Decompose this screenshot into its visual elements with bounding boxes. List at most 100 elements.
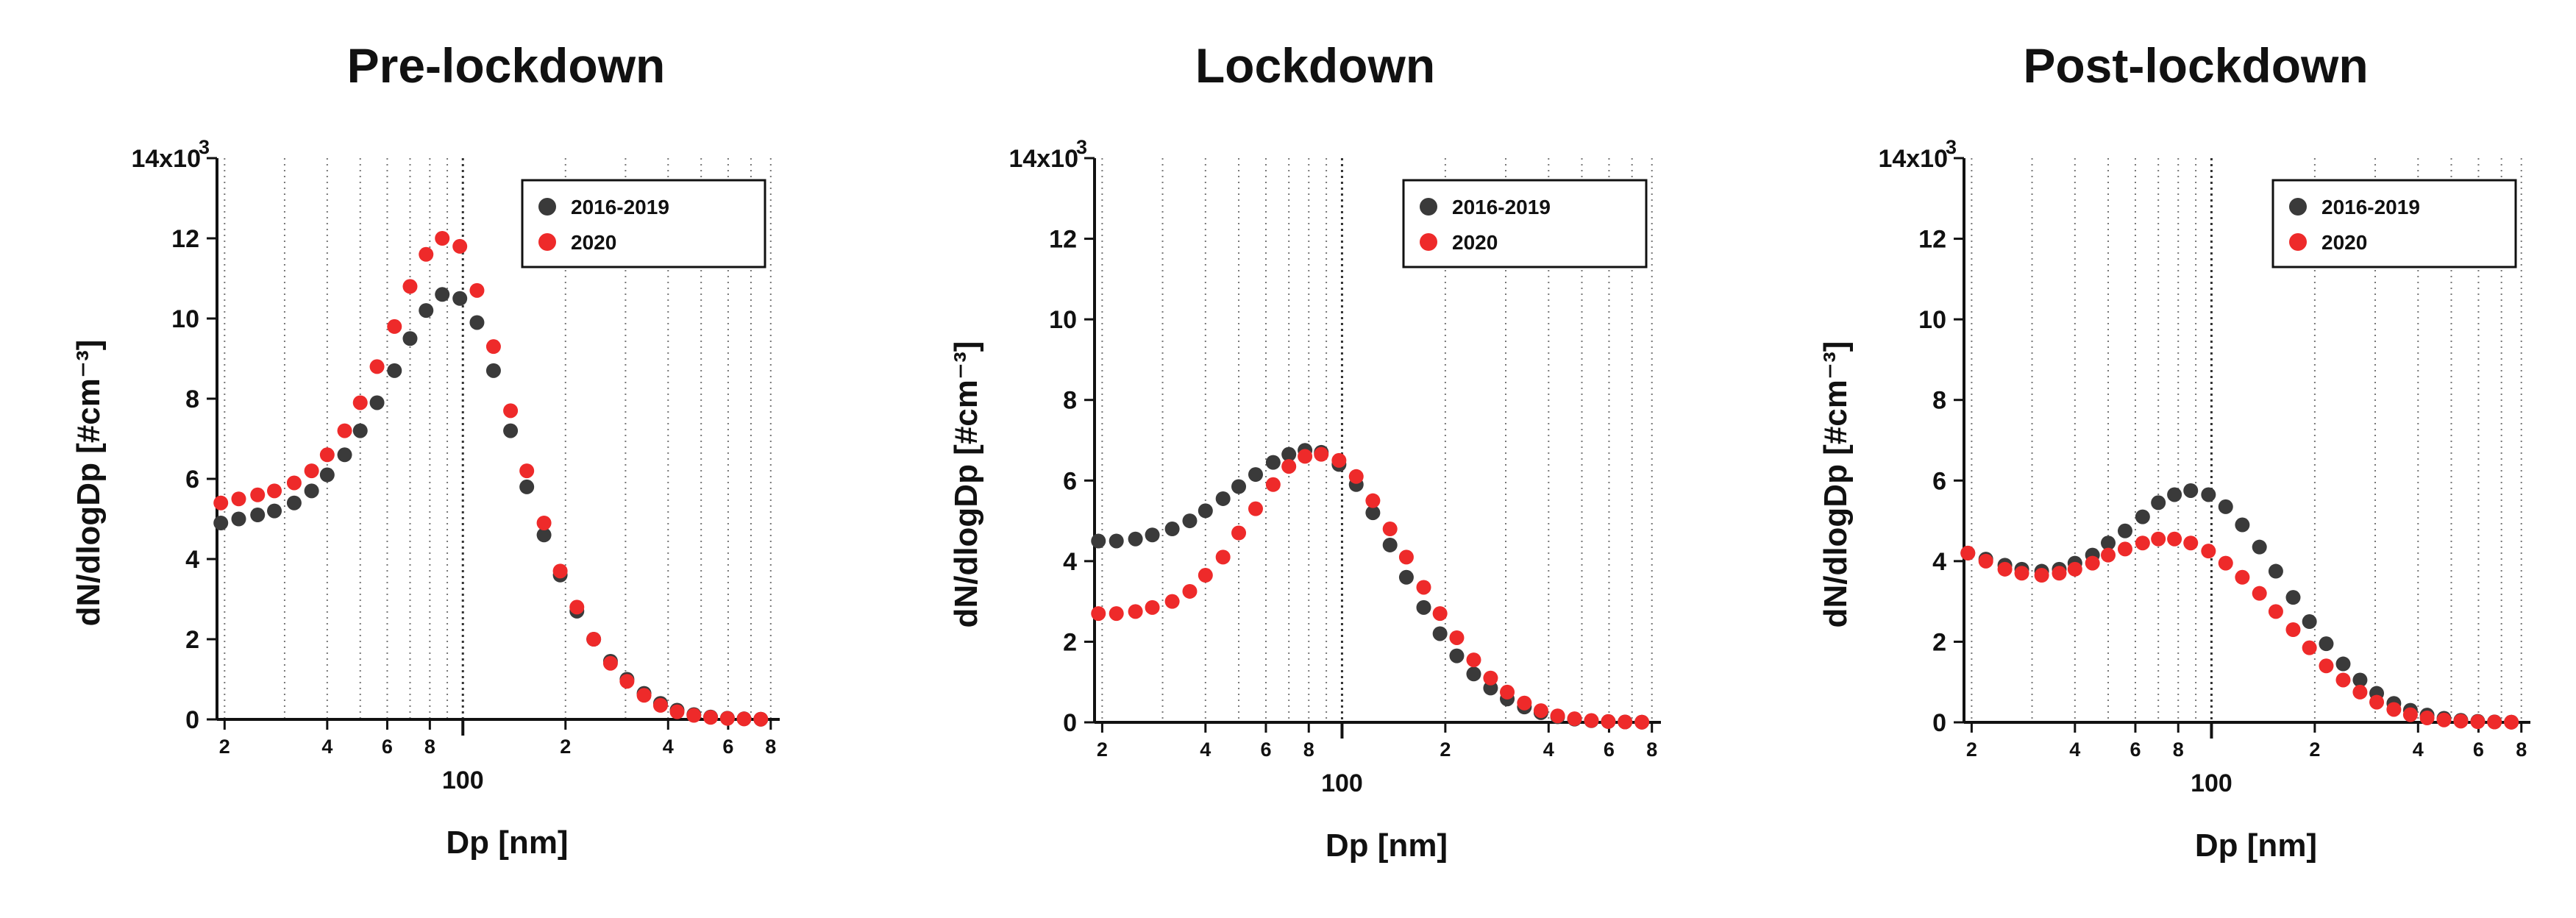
data-point [1365,505,1381,521]
data-point [652,697,668,713]
data-point [1432,626,1448,641]
data-point [2487,714,2502,730]
panel-title: Post-lockdown [2023,38,2368,93]
data-point [1198,503,1213,519]
legend-box [2271,179,2517,268]
data-point [250,487,266,502]
x-tick-label: 8 [1303,739,1314,761]
data-point [1466,652,1481,668]
data-point [1109,606,1124,622]
data-point [231,511,246,527]
y-tick-label: 14x10 [131,145,201,173]
x-major-tick-label: 100 [2191,769,2232,797]
data-point [1348,469,1364,484]
data-point [2285,622,2301,637]
y-tick-label: 0 [185,706,199,734]
x-tick-label: 2 [1097,739,1108,761]
data-point [1398,569,1414,585]
x-tick-label: 6 [2473,739,2484,761]
x-tick-label: 6 [2130,739,2141,761]
data-point [2453,714,2469,729]
data-point [1382,537,1398,552]
x-tick-label: 2 [560,736,571,758]
x-tick-label: 8 [2173,739,2184,761]
y-tick-label: 4 [185,546,199,574]
data-point [2419,710,2435,725]
data-point [419,246,434,262]
data-point [602,655,618,671]
legend-label: 2016-2019 [571,196,669,218]
data-point [536,527,552,543]
data-point [231,491,246,507]
y-tick-label: 6 [185,466,199,494]
x-tick-label: 2 [2309,739,2320,761]
data-point [369,395,385,410]
data-point [1533,703,1548,719]
legend-box [1402,179,1648,268]
data-point [1601,714,1616,729]
data-point [1248,467,1263,483]
series-2 [213,231,769,727]
data-point [2302,614,2317,630]
data-point [2085,555,2100,571]
data-point [1584,713,1599,728]
data-point [2117,523,2132,538]
data-point [1164,522,1180,537]
data-point [1449,648,1465,663]
data-point [267,503,282,519]
data-point [1182,583,1198,599]
data-point [2319,636,2334,652]
data-point [1265,455,1281,470]
data-point [452,291,468,306]
x-tick-label: 8 [765,736,776,758]
data-point [753,711,769,727]
y-tick-label: 2 [1063,628,1077,656]
data-point [2319,658,2334,674]
data-point [2218,499,2233,514]
legend-marker [538,233,556,251]
data-point [469,282,485,298]
x-tick-label: 4 [321,736,332,758]
x-tick-label: 2 [1440,739,1451,761]
data-point [2470,714,2486,730]
data-point [2302,640,2317,655]
x-major-tick-label: 100 [1321,769,1363,797]
data-point [1128,604,1143,619]
data-point [2052,566,2067,581]
data-point [319,447,335,463]
data-point [552,563,568,579]
data-point [485,339,501,355]
legend-label: 2020 [571,231,616,254]
data-point [2402,707,2418,722]
data-point [1182,513,1198,529]
data-point [2117,541,2132,557]
data-point [337,423,352,438]
panel-title: Lockdown [1195,38,1435,93]
data-point [2352,684,2368,700]
data-point [352,423,368,438]
data-point [304,463,319,479]
data-point [1432,606,1448,622]
data-point [1248,501,1263,516]
data-point [1128,531,1143,547]
data-point [703,710,719,725]
y-tick-exponent: 3 [1946,136,1957,158]
data-point [736,711,752,727]
data-point [586,632,602,647]
y-tick-label: 8 [185,385,199,413]
data-point [1331,452,1347,468]
x-tick-label: 2 [219,736,230,758]
data-point [1109,533,1124,549]
y-tick-exponent: 3 [199,136,210,158]
legend-label: 2016-2019 [1452,196,1551,218]
data-point [319,467,335,483]
data-point [2067,561,2082,577]
x-tick-label: 8 [1646,739,1657,761]
y-tick-label: 6 [1932,467,1946,495]
y-tick-label: 10 [171,305,199,333]
data-point [2436,712,2452,727]
y-tick-label: 4 [1932,548,1946,576]
